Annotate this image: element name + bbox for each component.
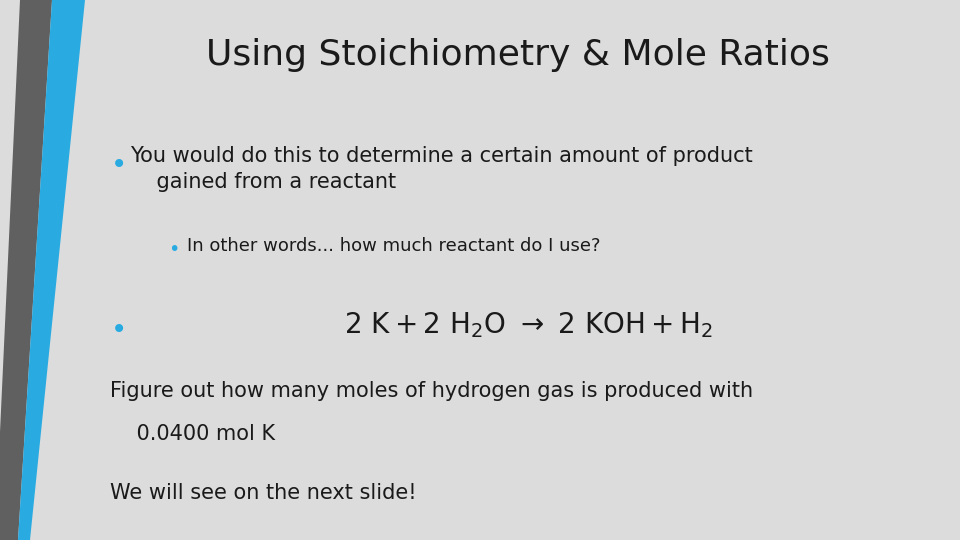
Text: In other words... how much reactant do I use?: In other words... how much reactant do I…: [187, 237, 601, 254]
Text: 0.0400 mol K: 0.0400 mol K: [110, 424, 276, 444]
Text: $\mathregular{2\ K + 2\ H_2O\ \rightarrow\ 2\ KOH + H_2}$: $\mathregular{2\ K + 2\ H_2O\ \rightarro…: [344, 310, 712, 340]
Text: Using Stoichiometry & Mole Ratios: Using Stoichiometry & Mole Ratios: [206, 38, 830, 72]
Text: We will see on the next slide!: We will see on the next slide!: [110, 483, 417, 503]
Polygon shape: [0, 0, 52, 540]
Text: •: •: [110, 316, 127, 344]
Text: •: •: [110, 151, 127, 179]
Polygon shape: [18, 0, 85, 540]
Text: Figure out how many moles of hydrogen gas is produced with: Figure out how many moles of hydrogen ga…: [110, 381, 754, 401]
Text: •: •: [168, 240, 180, 259]
Text: You would do this to determine a certain amount of product
    gained from a rea: You would do this to determine a certain…: [130, 146, 753, 192]
